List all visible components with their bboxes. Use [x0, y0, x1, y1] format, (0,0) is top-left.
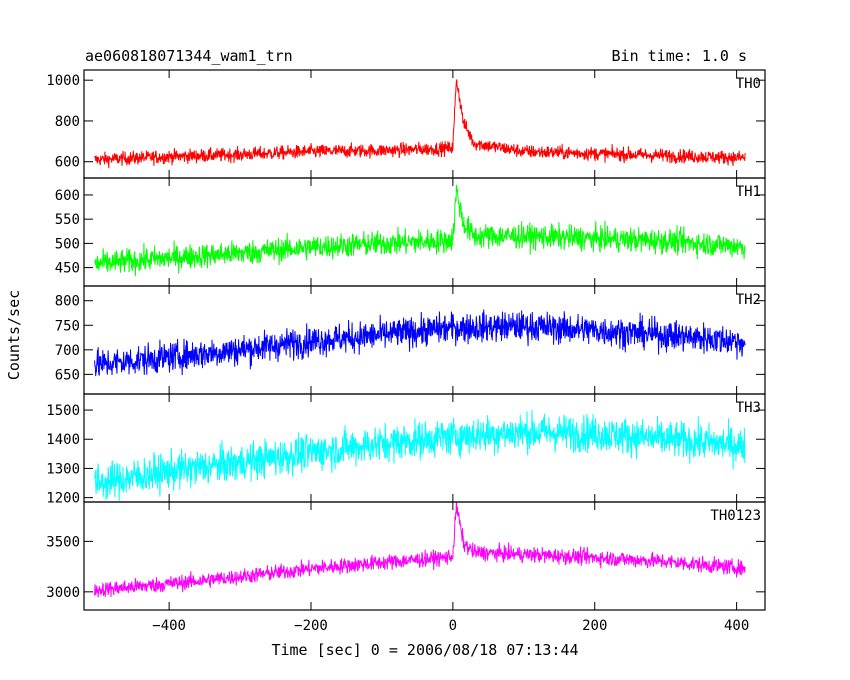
- y-tick-label: 600: [55, 188, 80, 204]
- y-tick-label: 1500: [46, 403, 80, 419]
- panel-th0: 600 800 1000 TH0: [46, 69, 766, 179]
- y-tick-label: 750: [55, 318, 80, 334]
- x-tick-label: 0: [449, 618, 457, 634]
- y-tick-label: 1400: [46, 432, 80, 448]
- y-tick-label: 800: [55, 114, 80, 130]
- panel-th0123: 3000 3500 TH0123: [46, 501, 766, 611]
- y-tick-label: 700: [55, 343, 80, 359]
- panel-th3: 1200 1300 1400 1500 TH3: [46, 393, 766, 507]
- panel-frame: [83, 69, 766, 179]
- x-tick-labels: −400 −200 0 200 400: [152, 618, 749, 634]
- panel-frame: [83, 393, 766, 503]
- panel-label-th3: TH3: [736, 400, 761, 416]
- panel-label-th0: TH0: [736, 76, 761, 92]
- panel-th1: 450 500 550 600 TH1: [55, 177, 766, 287]
- x-tick-label: −400: [152, 618, 186, 634]
- y-axis-label: Counts/sec: [5, 290, 23, 380]
- panel-label-th1: TH1: [736, 184, 761, 200]
- x-tick-label: 200: [582, 618, 607, 634]
- y-tick-label: 1300: [46, 461, 80, 477]
- x-tick-label: 400: [724, 618, 749, 634]
- chart-title: ae060818071344_wam1_trn: [85, 47, 293, 65]
- series-line-th3: [94, 409, 746, 501]
- y-tick-label: 650: [55, 367, 80, 383]
- y-tick-label: 3000: [46, 585, 80, 601]
- series-line-th2: [94, 309, 746, 377]
- y-tick-label: 450: [55, 261, 80, 277]
- panel-frame: [83, 177, 766, 287]
- y-tick-label: 800: [55, 294, 80, 310]
- x-axis-label: Time [sec] 0 = 2006/08/18 07:13:44: [271, 641, 578, 659]
- series-line-th0: [94, 79, 746, 169]
- panels-group: 600 800 1000 TH0 450 500 550 600 TH1 650 700 750 800…: [46, 69, 766, 611]
- panel-label-th0123: TH0123: [710, 508, 761, 524]
- series-line-th1: [94, 184, 746, 276]
- series-line-th0123: [94, 502, 746, 598]
- y-tick-label: 550: [55, 212, 80, 228]
- panel-frame: [83, 501, 766, 611]
- panel-label-th2: TH2: [736, 292, 761, 308]
- y-tick-label: 3500: [46, 534, 80, 550]
- y-tick-label: 500: [55, 236, 80, 252]
- y-tick-label: 600: [55, 155, 80, 171]
- bin-time-label: Bin time: 1.0 s: [612, 47, 747, 65]
- x-tick-label: −200: [294, 618, 328, 634]
- y-tick-label: 1200: [46, 491, 80, 507]
- panel-th2: 650 700 750 800 TH2: [55, 285, 766, 395]
- y-tick-label: 1000: [46, 73, 80, 89]
